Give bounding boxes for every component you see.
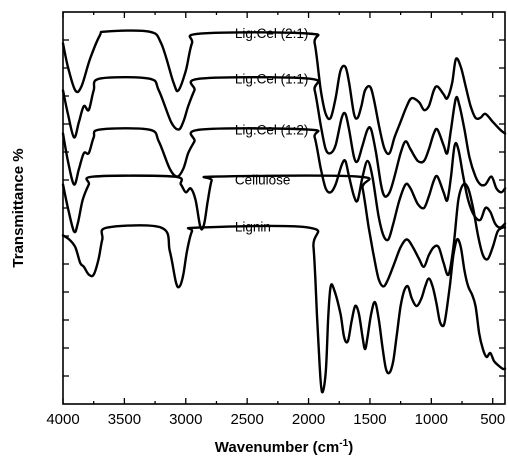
x-axis-title-text: Wavenumber (cm: [215, 439, 339, 456]
series-line: [61, 127, 507, 242]
x-axis-title-superscript: -1: [339, 438, 348, 449]
spectra: [61, 29, 507, 394]
series-line: [61, 224, 507, 394]
x-tick-label: 2000: [292, 411, 325, 428]
x-tick-label: 3500: [108, 411, 141, 428]
x-tick-label: 2500: [230, 411, 263, 428]
series-label: Lig:Cel (1:2): [235, 123, 309, 138]
x-tick-label: 1000: [415, 411, 448, 428]
series-line: [61, 29, 507, 156]
x-tick-label: 4000: [46, 411, 79, 428]
series-label: Lig:Cel (2:1): [235, 26, 309, 41]
x-tick-label: 3000: [169, 411, 202, 428]
series-line: [61, 75, 507, 198]
x-axis-ticks: 4000 3500 3000 2500 2000 1500 1000 500: [46, 12, 505, 428]
series-label: Lig:Cel (1:1): [235, 72, 309, 87]
x-axis-title: Wavenumber (cm-1): [215, 438, 353, 456]
x-tick-label: 1500: [353, 411, 386, 428]
series-label: Cellulose: [235, 172, 291, 187]
y-axis-ticks: [63, 39, 505, 377]
x-tick-label: 500: [480, 411, 505, 428]
x-axis-title-close: ): [348, 439, 353, 456]
series-line: [61, 174, 507, 288]
y-axis-title: Transmittance %: [10, 148, 27, 267]
series-labels: Lig:Cel (2:1) Lig:Cel (1:1) Lig:Cel (1:2) C…: [235, 26, 309, 235]
series-label: Lignin: [235, 220, 271, 235]
